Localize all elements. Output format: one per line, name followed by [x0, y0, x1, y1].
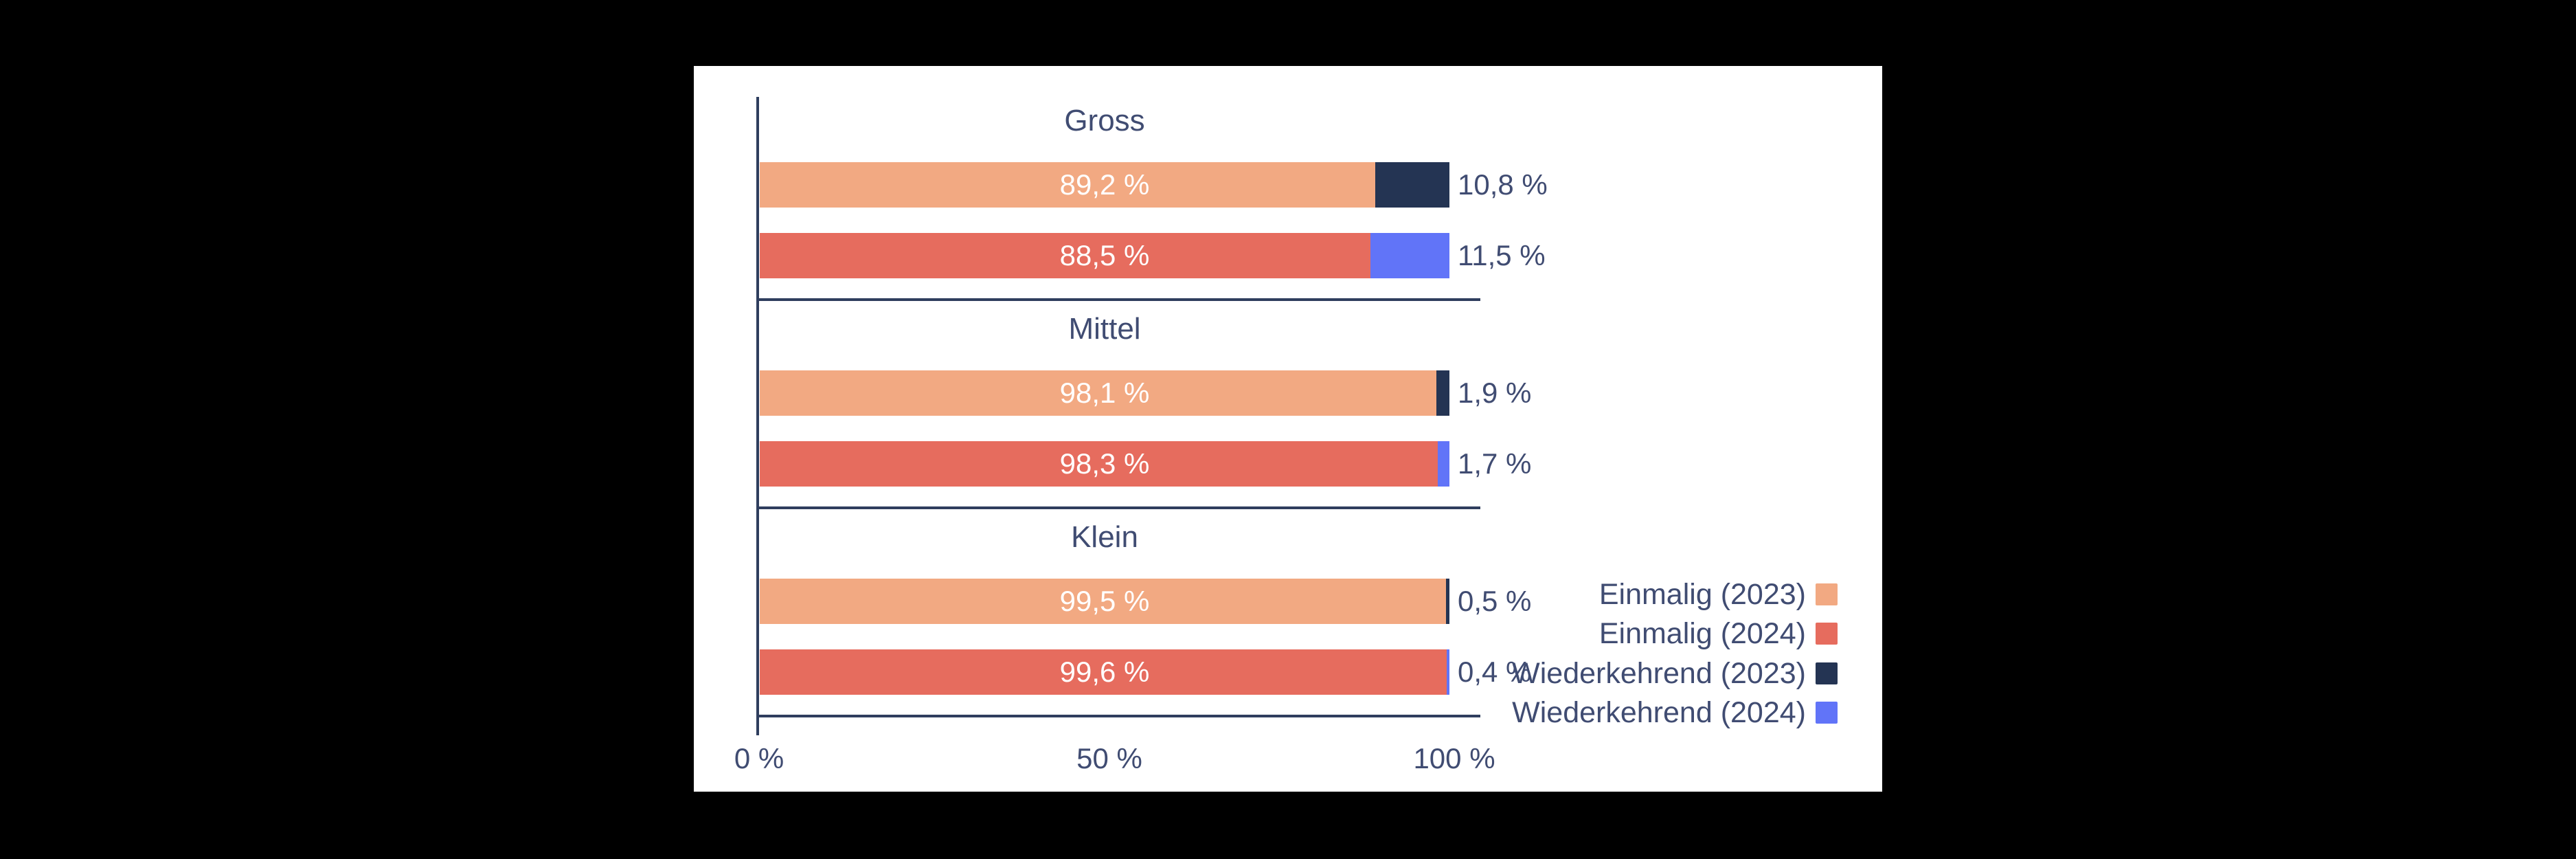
bar-segment-wiederkehrend-2024[interactable]: [1446, 649, 1449, 695]
bar-segment-einmalig-2023[interactable]: [760, 579, 1446, 624]
legend-item-einmalig-2024[interactable]: Einmalig (2024): [1598, 616, 1838, 650]
legend-label: Wiederkehrend (2024): [1512, 695, 1806, 729]
x-axis-tick-0: 0 %: [734, 742, 784, 774]
chart-card: Gross 89,2 % 10,8 % 88,5 % 11,5 %: [694, 66, 1882, 792]
bar-track: 98,3 %: [760, 441, 1449, 487]
legend-swatch-einmalig-2024: [1816, 623, 1838, 645]
bar-row-gross-2023: 89,2 % 10,8 %: [760, 162, 1548, 208]
bar-row-mittel-2024: 98,3 % 1,7 %: [760, 441, 1531, 487]
section-divider-baseline: [758, 715, 1480, 717]
legend-label: Wiederkehrend (2023): [1512, 656, 1806, 690]
legend-item-einmalig-2023[interactable]: Einmalig (2023): [1598, 577, 1838, 611]
legend-swatch-einmalig-2023: [1816, 583, 1838, 605]
section-title-mittel: Mittel: [1068, 312, 1141, 346]
bar-row-mittel-2023: 98,1 % 1,9 %: [760, 370, 1531, 416]
bar-track: 99,6 %: [760, 649, 1449, 695]
bar-outside-label: 1,9 %: [1458, 377, 1532, 409]
section-title-gross: Gross: [1064, 104, 1145, 137]
legend-label: Einmalig (2024): [1598, 616, 1806, 650]
section-divider: [758, 506, 1480, 509]
bar-row-klein-2024: 99,6 % 0,4 %: [760, 649, 1531, 695]
y-axis-line: [756, 97, 759, 735]
legend-item-wiederkehrend-2023[interactable]: Wiederkehrend (2023): [1512, 656, 1838, 690]
bar-outside-label: 0,5 %: [1458, 585, 1532, 617]
bar-row-gross-2024: 88,5 % 11,5 %: [760, 233, 1546, 278]
bar-segment-einmalig-2024[interactable]: [760, 441, 1438, 487]
bar-track: 88,5 %: [760, 233, 1449, 278]
bar-segment-einmalig-2023[interactable]: [760, 370, 1436, 416]
section-gross: Gross 89,2 % 10,8 % 88,5 % 11,5 %: [694, 92, 1882, 301]
bar-track: 99,5 %: [760, 579, 1449, 624]
bar-outside-label: 1,7 %: [1458, 447, 1532, 480]
bar-track: 89,2 %: [760, 162, 1449, 208]
bar-outside-label: 11,5 %: [1458, 239, 1546, 271]
legend-label: Einmalig (2023): [1598, 577, 1806, 611]
bar-segment-wiederkehrend-2023[interactable]: [1445, 579, 1449, 624]
legend-swatch-wiederkehrend-2024: [1816, 702, 1838, 724]
section-mittel: Mittel 98,1 % 1,9 % 98,3 % 1,7 %: [694, 300, 1882, 509]
bar-segment-einmalig-2024[interactable]: [760, 233, 1370, 278]
section-title-klein: Klein: [1071, 520, 1138, 554]
bar-segment-einmalig-2023[interactable]: [760, 162, 1375, 208]
section-klein: Klein 99,5 % 0,5 % 99,6 % 0,4 %: [694, 509, 1882, 717]
bar-segment-wiederkehrend-2023[interactable]: [1375, 162, 1449, 208]
bar-track: 98,1 %: [760, 370, 1449, 416]
bar-segment-wiederkehrend-2024[interactable]: [1370, 233, 1449, 278]
bar-segment-einmalig-2024[interactable]: [760, 649, 1447, 695]
legend-swatch-wiederkehrend-2023: [1816, 662, 1838, 684]
legend-item-wiederkehrend-2024[interactable]: Wiederkehrend (2024): [1512, 695, 1838, 729]
bar-segment-wiederkehrend-2024[interactable]: [1437, 441, 1449, 487]
bar-outside-label: 10,8 %: [1458, 168, 1548, 201]
x-axis-tick-100: 100 %: [1413, 742, 1495, 774]
section-divider: [758, 298, 1480, 301]
bar-row-klein-2023: 99,5 % 0,5 %: [760, 579, 1531, 624]
bar-segment-wiederkehrend-2023[interactable]: [1436, 370, 1449, 416]
bar-outside-label: 0,4 %: [1458, 656, 1532, 688]
x-axis-tick-50: 50 %: [1076, 742, 1142, 774]
